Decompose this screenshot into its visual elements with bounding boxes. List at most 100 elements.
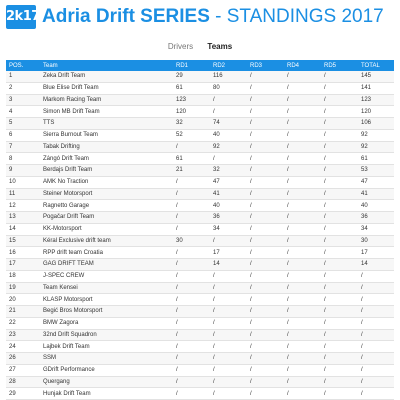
cell-position: 13 bbox=[6, 211, 40, 224]
cell-position: 1 bbox=[6, 71, 40, 83]
cell-rd4: / bbox=[284, 211, 321, 224]
cell-rd5: / bbox=[321, 258, 358, 271]
cell-position: 17 bbox=[6, 258, 40, 271]
table-row: 21 Begić Bros Motorsport / / / / / / bbox=[6, 305, 394, 318]
table-row: 13 Pogačar Drift Team/36///36 bbox=[6, 211, 394, 224]
table-row: 1 Zeka Drift Team 29 116///145 bbox=[6, 71, 394, 83]
cell-rd3: / bbox=[247, 329, 284, 342]
cell-total: 92 bbox=[358, 141, 394, 154]
cell-rd3: / bbox=[247, 71, 284, 83]
cell-position: 27 bbox=[6, 364, 40, 377]
cell-total: 120 bbox=[358, 105, 394, 118]
cell-team: Simon MB Drift Team bbox=[40, 105, 173, 118]
table-row: 18 J-SPEC CREW / / / / / / bbox=[6, 270, 394, 283]
cell-rd1: / bbox=[173, 188, 210, 201]
cell-rd1: / bbox=[173, 176, 210, 189]
cell-rd3: / bbox=[247, 317, 284, 330]
tab-teams[interactable]: Teams bbox=[207, 42, 233, 51]
cell-total: 14 bbox=[358, 258, 394, 271]
cell-rd5: / bbox=[321, 376, 358, 389]
cell-team: Markom Racing Team bbox=[40, 94, 173, 107]
cell-rd4: / bbox=[284, 223, 321, 236]
cell-rd4: / bbox=[284, 258, 321, 271]
cell-rd1: 61 bbox=[173, 152, 210, 165]
cell-rd2: / bbox=[210, 352, 247, 365]
cell-rd2: 92 bbox=[210, 141, 247, 154]
cell-team: J-SPEC CREW bbox=[40, 270, 173, 283]
cell-rd4: / bbox=[284, 282, 321, 295]
column-header: TOTAL bbox=[358, 60, 394, 71]
table-row: 27 GDrift Performance / / / / / / bbox=[6, 364, 394, 377]
cell-rd2: / bbox=[210, 293, 247, 306]
cell-team: 32nd Drift Squadron bbox=[40, 329, 173, 342]
standings-table: POS. Team RD1 RD2 RD3 RD4 RD5 TOTAL 1 Zek… bbox=[6, 60, 394, 400]
cell-position: 15 bbox=[6, 235, 40, 248]
table-row: 24 Lajbek Drift Team / / / / / / bbox=[6, 340, 394, 353]
cell-rd5: / bbox=[321, 141, 358, 154]
cell-position: 28 bbox=[6, 376, 40, 389]
cell-rd3: / bbox=[247, 223, 284, 236]
cell-rd2: / bbox=[210, 94, 247, 107]
table-row: 2 Blue Elise Drift Team 61 80///141 bbox=[6, 82, 394, 95]
cell-total: / bbox=[358, 387, 394, 400]
cell-rd1: / bbox=[173, 376, 210, 389]
cell-rd4: / bbox=[284, 305, 321, 318]
cell-position: 3 bbox=[6, 94, 40, 107]
cell-total: / bbox=[358, 329, 394, 342]
cell-rd1: 123 bbox=[173, 94, 210, 107]
tab-drivers[interactable]: Drivers bbox=[167, 42, 194, 51]
cell-rd2: / bbox=[210, 387, 247, 400]
cell-total: 61 bbox=[358, 152, 394, 165]
cell-team: AMK No Traction bbox=[40, 176, 173, 189]
cell-rd3: / bbox=[247, 164, 284, 177]
cell-team: Kéral Exclusive drift team bbox=[40, 235, 173, 248]
cell-team: Ragnetto Garage bbox=[40, 199, 173, 212]
cell-rd3: / bbox=[247, 176, 284, 189]
cell-position: 14 bbox=[6, 223, 40, 236]
cell-team: Quergang bbox=[40, 376, 173, 389]
cell-team: Zeka Drift Team bbox=[40, 71, 173, 83]
cell-rd1: / bbox=[173, 387, 210, 400]
cell-total: 53 bbox=[358, 164, 394, 177]
cell-rd4: / bbox=[284, 141, 321, 154]
table-row: 8 Zángó Drift Team 61// //61 bbox=[6, 152, 394, 165]
cell-rd2: 80 bbox=[210, 82, 247, 95]
cell-rd1: / bbox=[173, 211, 210, 224]
cell-position: 6 bbox=[6, 129, 40, 142]
cell-rd5: / bbox=[321, 105, 358, 118]
cell-rd3: / bbox=[247, 141, 284, 154]
cell-position: 23 bbox=[6, 329, 40, 342]
page-title-brand: Adria Drift SERIES bbox=[42, 6, 210, 27]
cell-total: / bbox=[358, 317, 394, 330]
cell-rd4: / bbox=[284, 317, 321, 330]
column-header: RD3 bbox=[247, 60, 284, 71]
cell-rd2: 40 bbox=[210, 199, 247, 212]
cell-rd2: / bbox=[210, 270, 247, 283]
cell-total: 41 bbox=[358, 188, 394, 201]
cell-rd2: 116 bbox=[210, 71, 247, 83]
cell-position: 10 bbox=[6, 176, 40, 189]
cell-rd5: / bbox=[321, 117, 358, 130]
cell-rd4: / bbox=[284, 364, 321, 377]
cell-rd5: / bbox=[321, 364, 358, 377]
cell-total: / bbox=[358, 376, 394, 389]
table-row: 16 RPP drift team Croatia/17///17 bbox=[6, 246, 394, 259]
cell-rd1: / bbox=[173, 199, 210, 212]
column-header: POS. bbox=[6, 60, 40, 71]
cell-rd3: / bbox=[247, 235, 284, 248]
cell-rd1: / bbox=[173, 246, 210, 259]
column-header: Team bbox=[40, 60, 173, 71]
cell-total: 34 bbox=[358, 223, 394, 236]
cell-rd4: / bbox=[284, 71, 321, 83]
cell-rd1: / bbox=[173, 317, 210, 330]
cell-rd4: / bbox=[284, 176, 321, 189]
cell-rd5: / bbox=[321, 94, 358, 107]
cell-rd3: / bbox=[247, 188, 284, 201]
cell-total: 30 bbox=[358, 235, 394, 248]
cell-rd4: / bbox=[284, 164, 321, 177]
table-row: 20 KLASP Motorsport / / / / / / bbox=[6, 293, 394, 306]
cell-total: / bbox=[358, 282, 394, 295]
cell-team: Hunjak Drift Team bbox=[40, 387, 173, 400]
cell-position: 18 bbox=[6, 270, 40, 283]
cell-rd2: 32 bbox=[210, 164, 247, 177]
